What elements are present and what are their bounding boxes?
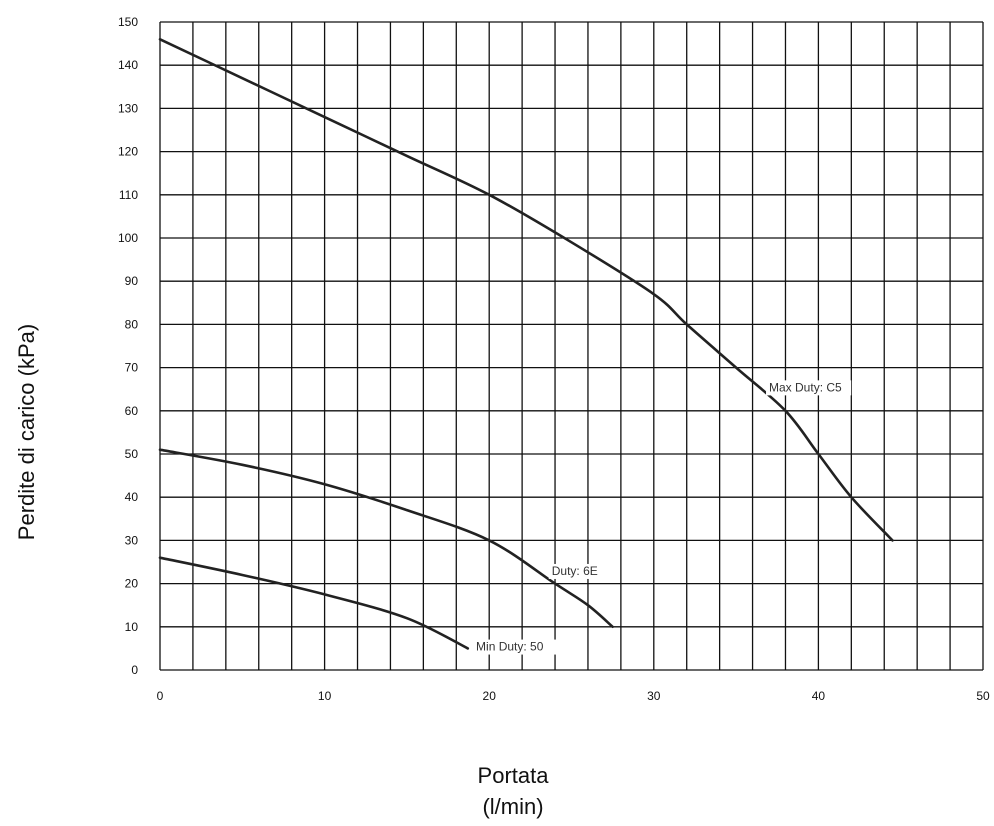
grid xyxy=(159,21,984,671)
series-label: Duty: 6E xyxy=(552,564,598,578)
x-tick-label: 20 xyxy=(483,689,497,703)
x-tick-labels: 0 10 20 30 40 50 xyxy=(157,689,990,703)
x-axis-label: Portata xyxy=(478,763,550,788)
x-axis-unit: (l/min) xyxy=(482,794,543,819)
y-tick-label: 40 xyxy=(125,490,139,504)
y-axis-label: Perdite di carico (kPa) xyxy=(14,324,39,540)
y-tick-label: 90 xyxy=(125,274,139,288)
y-tick-label: 20 xyxy=(125,577,139,591)
series-label-bg xyxy=(548,563,608,579)
y-tick-labels: 0 10 20 30 40 50 60 70 80 90 100 110 120 130 140 150 xyxy=(118,15,138,677)
y-tick-label: 60 xyxy=(125,404,139,418)
y-tick-label: 150 xyxy=(118,15,138,29)
x-tick-label: 0 xyxy=(157,689,164,703)
y-tick-label: 110 xyxy=(119,188,138,202)
y-tick-label: 30 xyxy=(125,533,139,547)
y-tick-label: 140 xyxy=(118,58,138,72)
series-label-bg xyxy=(473,639,559,655)
series-line xyxy=(158,37,894,542)
x-tick-label: 40 xyxy=(812,689,826,703)
series-line xyxy=(158,448,614,629)
y-tick-label: 120 xyxy=(118,145,138,159)
series-label: Max Duty: C5 xyxy=(769,380,842,394)
y-tick-label: 0 xyxy=(131,663,138,677)
series-label-bg xyxy=(766,380,852,396)
y-tick-label: 50 xyxy=(125,447,139,461)
y-tick-label: 70 xyxy=(125,361,139,375)
series-lines xyxy=(158,37,894,650)
x-tick-label: 50 xyxy=(976,689,990,703)
y-tick-label: 10 xyxy=(125,620,139,634)
y-tick-label: 130 xyxy=(118,101,138,115)
series-line xyxy=(158,556,470,650)
series-labels: Max Duty: C5 Duty: 6E Min Duty: 50 xyxy=(473,380,852,655)
y-tick-label: 100 xyxy=(118,231,138,245)
y-tick-label: 80 xyxy=(125,317,139,331)
x-tick-label: 30 xyxy=(647,689,661,703)
x-tick-label: 10 xyxy=(318,689,332,703)
series-label: Min Duty: 50 xyxy=(476,640,544,654)
